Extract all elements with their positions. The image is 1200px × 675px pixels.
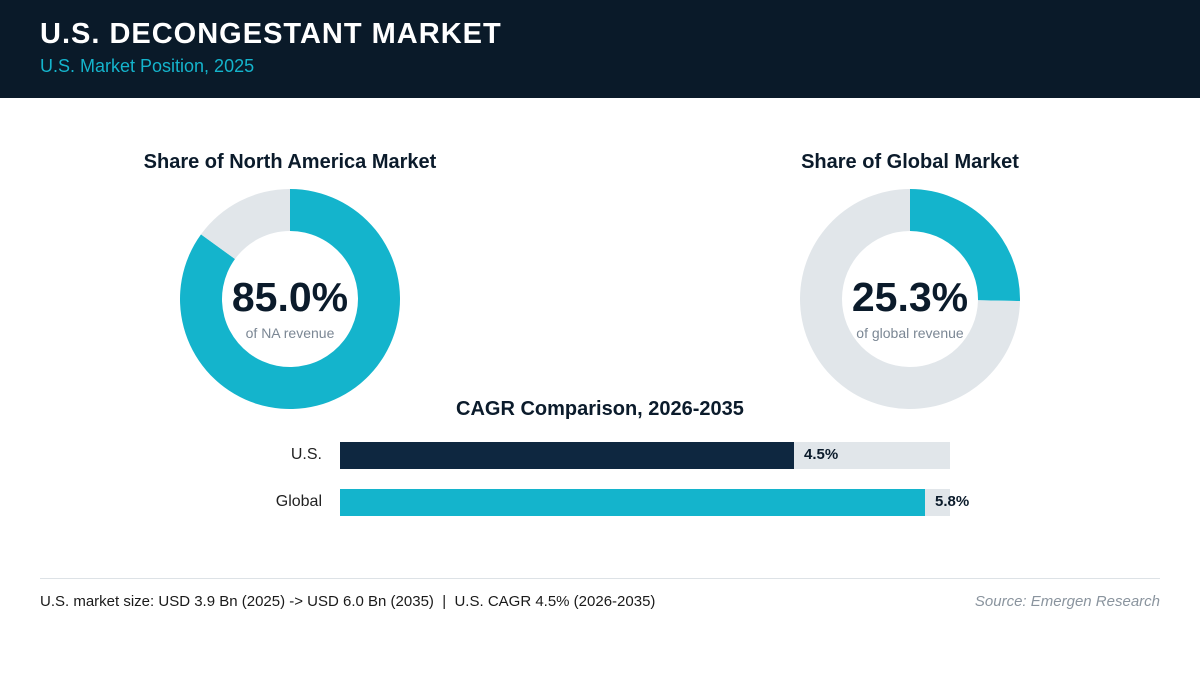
donut-slice-u-s	[910, 189, 1020, 302]
bar-label-us: U.S.	[290, 446, 322, 463]
header-banner: U.S. DECONGESTANT MARKET U.S. Market Pos…	[0, 0, 1200, 98]
bar-global	[340, 489, 925, 516]
page-subtitle: U.S. Market Position, 2025	[40, 56, 255, 76]
na-share-caption: of NA revenue	[245, 325, 335, 341]
donut-slice-rest	[201, 189, 290, 260]
bar-value-us: 4.5%	[804, 446, 839, 463]
footer-divider	[40, 578, 1160, 579]
footer-source: Source: Emergen Research	[974, 593, 1160, 610]
bar-track-global: 5.8%	[340, 489, 969, 516]
bar-us	[340, 442, 794, 469]
donut-slice-rest	[799, 189, 1020, 409]
footer-note: U.S. market size: USD 3.9 Bn (2025) -> U…	[40, 593, 656, 610]
global-donut-chart	[799, 189, 1020, 409]
bar-label-global: Global	[275, 493, 322, 510]
global-share-caption: of global revenue	[856, 325, 964, 341]
bar-track-us: 4.5%	[340, 442, 950, 469]
global-donut-title: Share of Global Market	[801, 151, 1019, 173]
bar-value-global: 5.8%	[935, 493, 970, 510]
donut-slice-u-s	[179, 189, 400, 409]
na-share-value: 85.0%	[231, 274, 349, 320]
page-title: U.S. DECONGESTANT MARKET	[40, 18, 502, 50]
na-donut-title: Share of North America Market	[143, 151, 437, 173]
global-share-value: 25.3%	[851, 274, 969, 320]
na-donut-chart	[179, 189, 400, 409]
cagr-chart-title: CAGR Comparison, 2026-2035	[456, 398, 744, 420]
